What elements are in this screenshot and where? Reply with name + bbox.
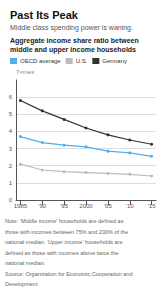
svg-text:0: 0 bbox=[9, 197, 13, 203]
svg-text:Past Its Peak: Past Its Peak bbox=[10, 9, 79, 21]
svg-text:Note: ‘Middle income’ househol: Note: ‘Middle income’ households are def… bbox=[5, 218, 124, 224]
svg-text:those with incomes between 75%: those with incomes between 75% and 200% … bbox=[5, 229, 128, 235]
svg-text:5: 5 bbox=[9, 111, 13, 117]
svg-text:Development: Development bbox=[5, 281, 38, 287]
svg-text:'10: '10 bbox=[126, 203, 134, 209]
svg-text:national median.: national median. bbox=[5, 260, 46, 266]
svg-text:1985: 1985 bbox=[14, 203, 28, 209]
svg-text:1: 1 bbox=[9, 180, 13, 186]
svg-text:3: 3 bbox=[9, 146, 13, 152]
svg-text:defined as those with incomes: defined as those with incomes above twic… bbox=[5, 250, 118, 256]
svg-text:6: 6 bbox=[9, 94, 13, 100]
svg-text:Germany: Germany bbox=[102, 58, 127, 64]
svg-text:Aggregate income share ratio b: Aggregate income share ratio between bbox=[10, 37, 139, 45]
svg-text:7×mes: 7×mes bbox=[16, 69, 34, 75]
svg-text:4: 4 bbox=[9, 128, 13, 134]
svg-text:2: 2 bbox=[9, 163, 13, 169]
svg-text:OECD average: OECD average bbox=[20, 58, 61, 64]
svg-text:national median. ‘Upper income: national median. ‘Upper income’ househol… bbox=[5, 239, 123, 245]
svg-text:middle and upper income househ: middle and upper income households bbox=[10, 46, 136, 54]
svg-text:Source: Organization for Econo: Source: Organization for Economic Cooper… bbox=[5, 271, 133, 277]
svg-text:'95: '95 bbox=[60, 203, 68, 209]
svg-text:'90: '90 bbox=[38, 203, 46, 209]
svg-text:Middle class spending power is: Middle class spending power is waning. bbox=[10, 24, 133, 32]
svg-text:U.S.: U.S. bbox=[76, 58, 88, 64]
svg-text:2000: 2000 bbox=[79, 203, 93, 209]
svg-text:'05: '05 bbox=[104, 203, 112, 209]
svg-text:'15: '15 bbox=[148, 203, 156, 209]
